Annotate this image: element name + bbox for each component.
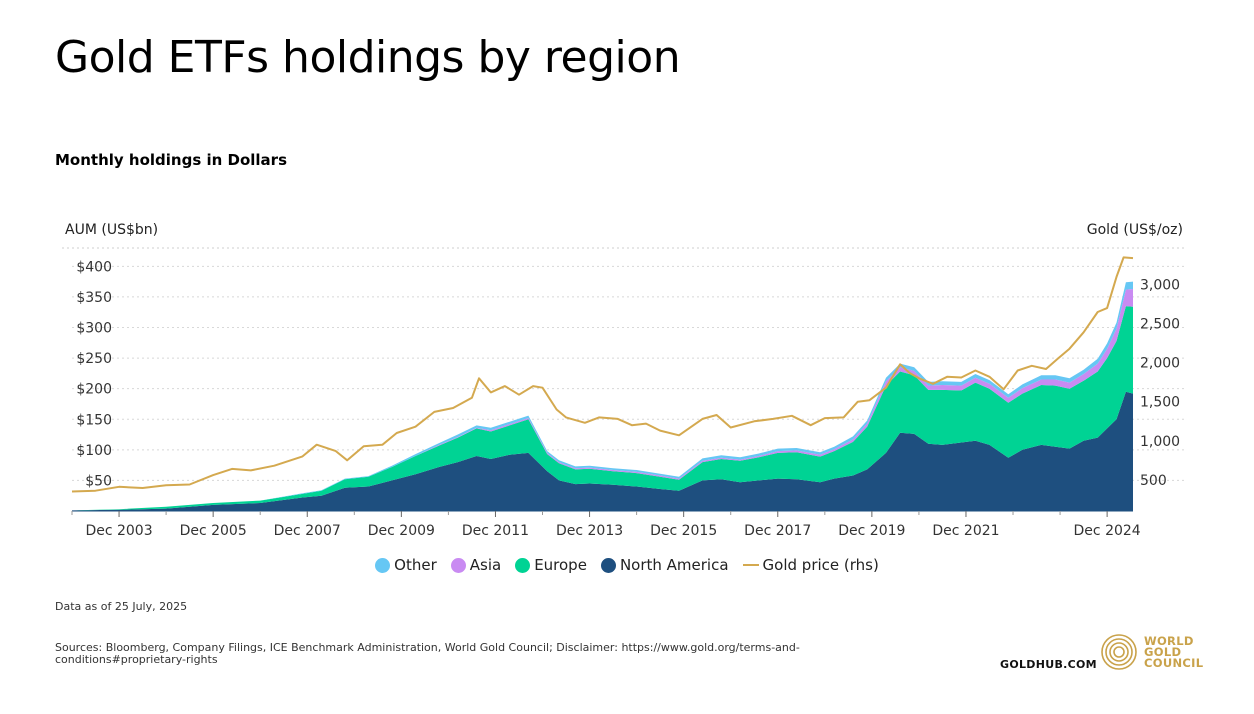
sources-disclaimer: Sources: Bloomberg, Company Filings, ICE… (55, 641, 800, 666)
x-tick-label: Dec 2003 (85, 523, 152, 539)
left-tick-label: $250 (76, 351, 112, 367)
area-europe[interactable] (72, 306, 1133, 511)
wgc-line-3: COUNCIL (1144, 655, 1204, 670)
left-tick-label: $50 (85, 473, 112, 489)
legend-item-gold-price[interactable]: Gold price (rhs) (742, 556, 879, 574)
right-tick-label: 2,000 (1140, 356, 1180, 372)
x-tick-label: Dec 2007 (274, 523, 341, 539)
wgc-wordmark: WORLD GOLD COUNCIL (1144, 633, 1204, 670)
legend: Other Asia Europe North America Gold pri… (0, 556, 1254, 574)
legend-label-north-america: North America (619, 556, 729, 574)
legend-swatch-gold-price (742, 564, 759, 566)
wgc-line-1: WORLD (1144, 633, 1194, 648)
legend-swatch-north-america (600, 557, 616, 573)
x-tick-label: Dec 2024 (1074, 523, 1141, 539)
area-series (72, 281, 1133, 511)
right-tick-label: 500 (1140, 473, 1167, 489)
legend-item-other[interactable]: Other (375, 556, 437, 574)
x-tick-label: Dec 2021 (932, 523, 999, 539)
right-tick-label: 1,500 (1140, 395, 1180, 411)
x-tick-label: Dec 2017 (744, 523, 811, 539)
right-tick-label: 2,500 (1140, 317, 1180, 333)
legend-swatch-asia (450, 557, 466, 573)
legend-label-asia: Asia (469, 556, 502, 574)
gold-price-line[interactable] (71, 256, 1134, 493)
gridlines (62, 247, 1185, 481)
left-tick-label: $150 (76, 412, 112, 428)
right-tick-label: 3,000 (1140, 278, 1180, 294)
legend-swatch-europe (515, 557, 531, 573)
legend-item-north-america[interactable]: North America (600, 556, 729, 574)
legend-label-europe: Europe (534, 556, 587, 574)
goldhub-link[interactable]: GOLDHUB.COM (1000, 658, 1097, 671)
x-tick-label: Dec 2011 (462, 523, 529, 539)
x-tick-label: Dec 2015 (650, 523, 717, 539)
page-title: Gold ETFs holdings by region (55, 32, 681, 83)
x-tick-label: Dec 2009 (368, 523, 435, 539)
data-as-of-note: Data as of 25 July, 2025 (55, 600, 188, 613)
chart-subtitle: Monthly holdings in Dollars (55, 151, 288, 169)
wgc-rings-icon (1101, 634, 1137, 670)
left-tick-label: $200 (76, 382, 112, 398)
legend-label-gold-price: Gold price (rhs) (762, 556, 879, 574)
left-tick-label: $350 (76, 290, 112, 306)
area-north-america[interactable] (72, 391, 1133, 511)
axes: $50 $100 $150 $200 $250 $300 $350 $400 500 1,000 1… (71, 259, 1180, 539)
legend-swatch-other (375, 557, 391, 573)
gold-price-line-group (71, 256, 1134, 493)
legend-item-asia[interactable]: Asia (450, 556, 502, 574)
right-tick-label: 1,000 (1140, 434, 1180, 450)
right-axis-label: Gold (US$/oz) (1087, 222, 1183, 238)
x-tick-label: Dec 2005 (180, 523, 247, 539)
left-tick-label: $300 (76, 321, 112, 337)
x-tick-label: Dec 2013 (556, 523, 623, 539)
wgc-line-2: GOLD (1144, 644, 1182, 659)
x-tick-label: Dec 2019 (838, 523, 905, 539)
left-tick-label: $400 (76, 259, 112, 275)
world-gold-council-logo: WORLD GOLD COUNCIL (1100, 633, 1203, 671)
legend-item-europe[interactable]: Europe (515, 556, 587, 574)
left-axis-label: AUM (US$bn) (65, 222, 158, 238)
left-tick-label: $100 (76, 443, 112, 459)
legend-label-other: Other (394, 556, 437, 574)
